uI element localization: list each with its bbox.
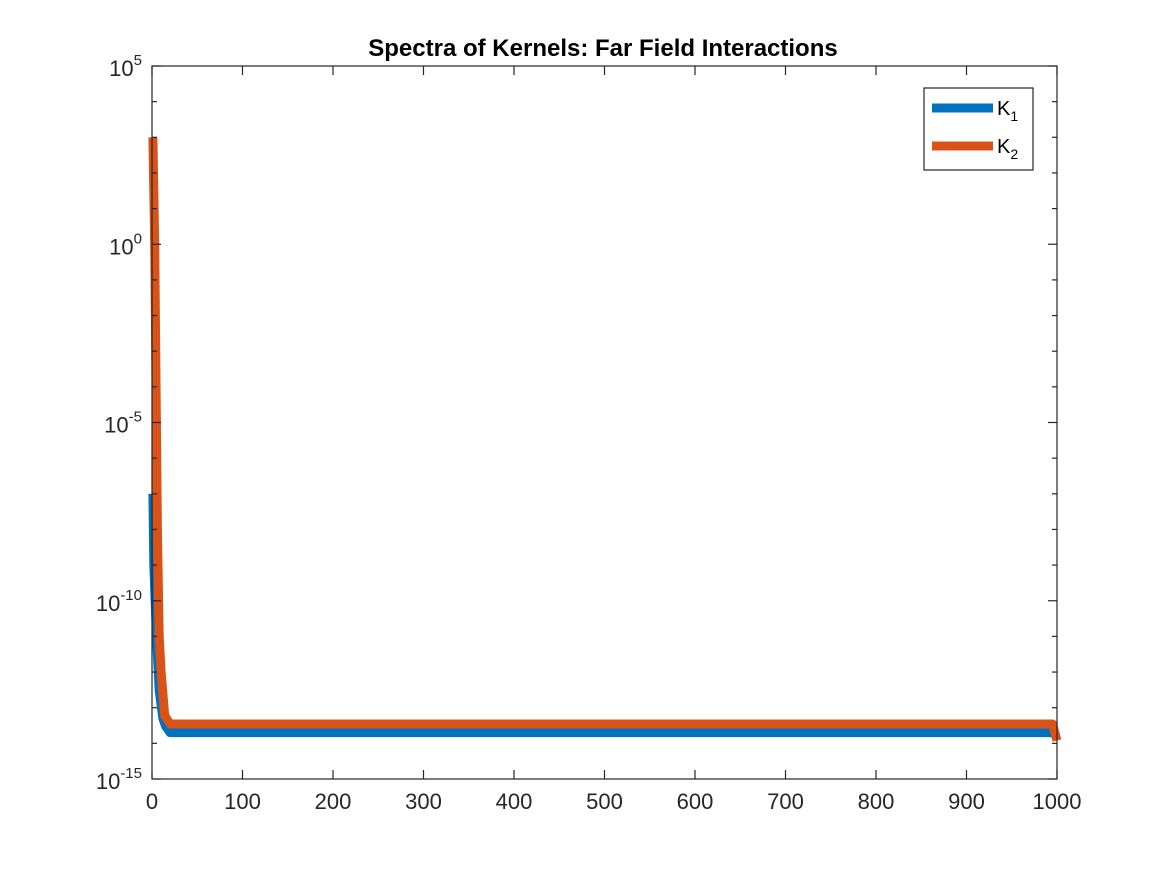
x-tick-label: 800 [858, 789, 895, 814]
x-tick-label: 500 [586, 789, 623, 814]
axes: 0 100 200 300 400 500 600 700 800 900 1000 105 100 10… [96, 52, 1082, 814]
y-tick-label: 105 [109, 52, 142, 81]
plot-area [148, 137, 1062, 742]
x-tick-label: 100 [224, 789, 261, 814]
series-line-k2 [148, 137, 1062, 742]
x-tick-label: 900 [948, 789, 985, 814]
y-tick-label: 10-10 [96, 587, 142, 616]
x-tick-label: 700 [767, 789, 804, 814]
legend-label-k1: K1 [997, 98, 1018, 124]
y-tick-label: 10-5 [104, 409, 142, 438]
y-tick-label: 100 [109, 230, 142, 259]
x-tick-label: 300 [405, 789, 442, 814]
x-tick-label: 0 [146, 789, 158, 814]
x-tick-label: 400 [496, 789, 533, 814]
x-tick-label: 600 [677, 789, 714, 814]
y-tick-label: 10-15 [96, 765, 142, 794]
x-tick-label: 200 [315, 789, 352, 814]
x-tick-label: 1000 [1033, 789, 1082, 814]
legend-label-k2: K2 [997, 136, 1018, 162]
chart-title: Spectra of Kernels: Far Field Interactio… [368, 35, 837, 62]
legend-box [923, 87, 1034, 171]
